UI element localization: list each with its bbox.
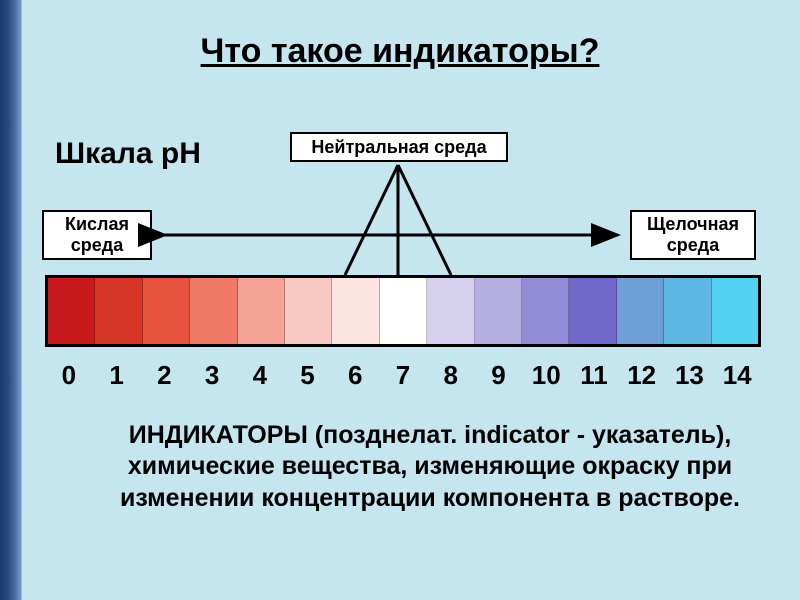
ph-scale-cell xyxy=(285,278,332,344)
ph-scale-cell xyxy=(664,278,711,344)
ph-scale-cell xyxy=(238,278,285,344)
ph-number: 11 xyxy=(570,360,618,391)
ph-number: 12 xyxy=(618,360,666,391)
ph-scale-cell xyxy=(427,278,474,344)
ph-number: 10 xyxy=(522,360,570,391)
ph-scale-cell xyxy=(380,278,427,344)
ph-number: 4 xyxy=(236,360,284,391)
ph-scale-cell xyxy=(475,278,522,344)
ph-scale-cell xyxy=(617,278,664,344)
left-decor-stripe xyxy=(0,0,22,600)
ph-number: 14 xyxy=(713,360,761,391)
acid-label-box: Кислая среда xyxy=(42,210,152,260)
alkaline-label-box: Щелочная среда xyxy=(630,210,756,260)
ph-number: 3 xyxy=(188,360,236,391)
ph-scale-bar xyxy=(45,275,761,347)
ph-number: 5 xyxy=(284,360,332,391)
ph-scale-cell xyxy=(190,278,237,344)
ph-number: 0 xyxy=(45,360,93,391)
ph-scale-numbers: 01234567891011121314 xyxy=(45,360,761,391)
ph-scale-cell xyxy=(332,278,379,344)
ph-scale-cell xyxy=(48,278,95,344)
ph-number: 8 xyxy=(427,360,475,391)
definition-text: ИНДИКАТОРЫ (позднелат. indicator - указа… xyxy=(100,420,760,514)
ph-number: 2 xyxy=(140,360,188,391)
ph-scale-cell xyxy=(712,278,758,344)
page-title: Что такое индикаторы? xyxy=(201,32,600,71)
scale-label: Шкала рН xyxy=(55,137,201,171)
ph-scale-cell xyxy=(143,278,190,344)
ph-number: 6 xyxy=(331,360,379,391)
ph-scale-cell xyxy=(522,278,569,344)
neutral-label-box: Нейтральная среда xyxy=(290,132,508,162)
ph-number: 1 xyxy=(93,360,141,391)
ph-number: 7 xyxy=(379,360,427,391)
ph-number: 9 xyxy=(475,360,523,391)
ph-scale-cell xyxy=(569,278,616,344)
ph-number: 13 xyxy=(666,360,714,391)
ph-scale-cell xyxy=(95,278,142,344)
